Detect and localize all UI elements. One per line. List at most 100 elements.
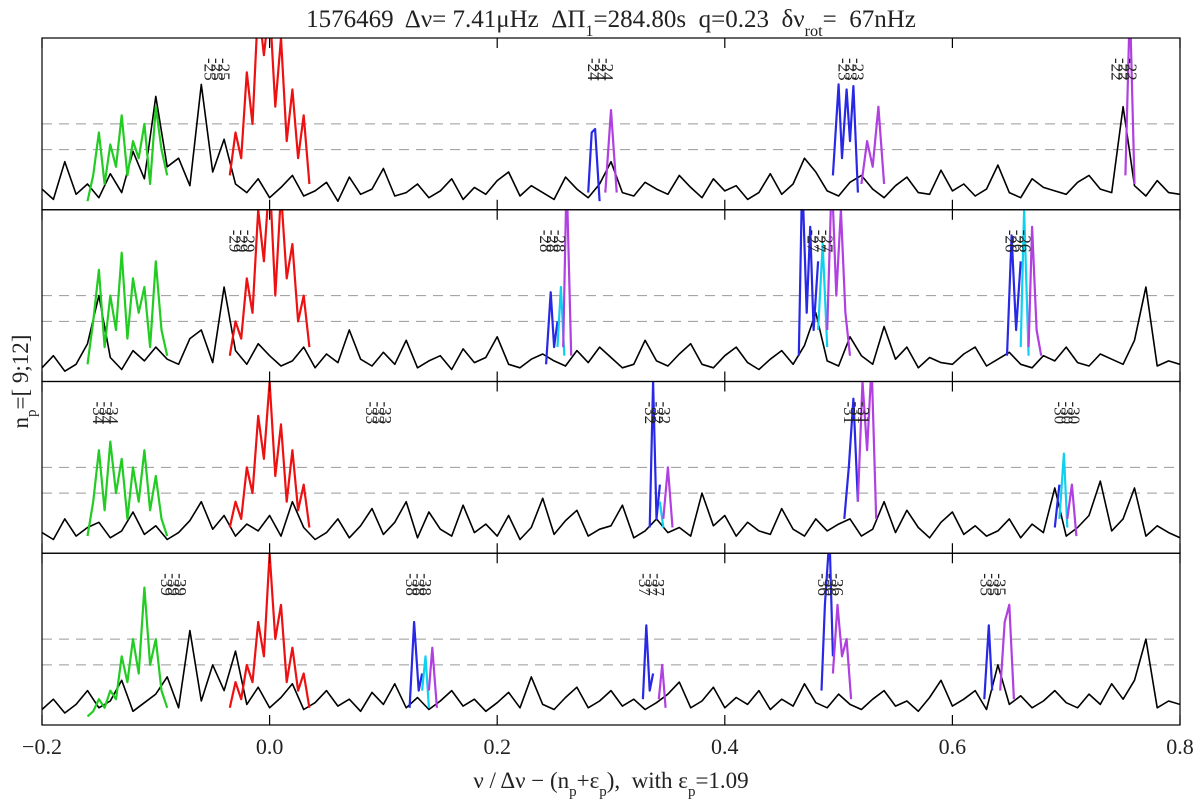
spectrum-line [983,624,994,700]
spectrum-line [1053,484,1061,528]
mode-label: -38 [402,573,421,596]
mode-label: -24 [598,58,617,81]
x-tick-label: 0.8 [1166,734,1194,759]
spectrum-line [1005,234,1022,356]
text-part: =[ 9;12] [8,335,33,410]
mode-label: -38 [409,573,428,596]
mode-label: -23 [841,58,860,81]
spectrum-line [648,381,661,528]
x-tick-label: 0.4 [711,734,739,759]
spectrum-line [658,501,665,528]
mode-label: -24 [584,58,603,81]
mode-label: -30 [1058,402,1077,425]
spectrum-line [817,243,829,348]
spectrum-line [421,655,430,708]
mode-label: -27 [804,230,823,253]
mode-label: -27 [811,230,830,253]
mode-label: -26 [1016,230,1035,253]
mode-label: -39 [164,573,183,596]
spectrum-line [843,397,859,519]
mode-label: -29 [225,230,244,253]
spectrum-line [641,624,655,700]
mode-label: -24 [591,58,610,81]
mode-label: -31 [847,402,866,425]
mode-label: -34 [96,402,115,425]
spectrum-line [228,553,311,709]
mode-label: -32 [655,402,674,425]
mode-label: -34 [89,402,108,425]
mode-label: -23 [834,58,853,81]
x-tick-label: 0.2 [483,734,511,759]
mode-label: -27 [818,230,837,253]
text-part: = 67nHz [823,6,916,33]
text-part: =284.80s q=0.23 δν [594,6,805,33]
panel [42,381,1180,541]
panel [42,38,1180,202]
spectrum-line [860,105,886,185]
mode-label: -22 [1107,58,1126,81]
x-tick-label: 0.0 [256,734,284,759]
mode-label: -35 [977,573,996,596]
mode-label: -36 [828,573,847,596]
text-part: +ε [577,768,600,793]
text-part: ν / Δν − (n [473,768,569,793]
spectrum-line [42,629,1180,714]
mode-label: -26 [1009,230,1028,253]
spectrum-line [856,381,878,519]
mode-label: -28 [543,230,562,253]
mode-label: -25 [200,58,219,81]
x-tick-label: −0.2 [22,734,62,759]
spectrum-line [86,440,169,537]
mode-label: -35 [984,573,1003,596]
mode-label: -25 [207,58,226,81]
mode-label: -34 [103,402,122,425]
mode-label: -36 [814,573,833,596]
mode-label: -26 [1002,230,1021,253]
spectrum-line [42,286,1180,372]
mode-label: -32 [641,402,660,425]
spectrum-line [662,466,674,528]
spectrum-line [999,603,1015,700]
mode-label: -30 [1051,402,1070,425]
mode-label: -33 [376,402,395,425]
text-part: 1576469 Δν= 7.41μHz ΔΠ [306,6,585,33]
mode-label: -29 [232,230,251,253]
mode-label: -38 [416,573,435,596]
mode-label: -23 [848,58,867,81]
spectrum-line [42,480,1180,541]
text-part: n [8,416,33,428]
spectrum-line [86,105,169,202]
spectrum-line [1027,225,1043,356]
spectrum-line [42,83,1180,202]
text-part: p [599,784,606,800]
mode-label: -29 [239,230,258,253]
text-part: p [24,409,40,416]
spectrum-line [228,38,311,185]
spectrum-line [228,209,311,356]
panel [42,553,1180,718]
chart-title: 1576469 Δν= 7.41μHz ΔΠ1=284.80s q=0.23 δ… [306,6,916,40]
y-axis-label: np=[ 9;12] [8,335,40,429]
spectrum-line [831,83,859,193]
x-tick-label: 0.6 [939,734,967,759]
spectrum-line [86,586,169,718]
mode-label: -39 [171,573,190,596]
mode-label: -37 [649,573,668,596]
mode-label: -37 [642,573,661,596]
text-part: 1 [585,22,593,40]
text-part: ), with ε [607,768,688,793]
mode-label: -36 [821,573,840,596]
mode-label: -39 [157,573,176,596]
mode-label: -33 [369,402,388,425]
text-part: rot [805,22,824,40]
panel [42,209,1180,372]
spectrum-line [797,209,820,356]
spectrum-line [657,663,667,708]
text-part: p [569,784,576,800]
spectrum-line [1066,483,1078,537]
spectrum-line [562,209,573,356]
mode-label: -32 [648,402,667,425]
mode-label: -30 [1065,402,1084,425]
mode-label: -28 [536,230,555,253]
